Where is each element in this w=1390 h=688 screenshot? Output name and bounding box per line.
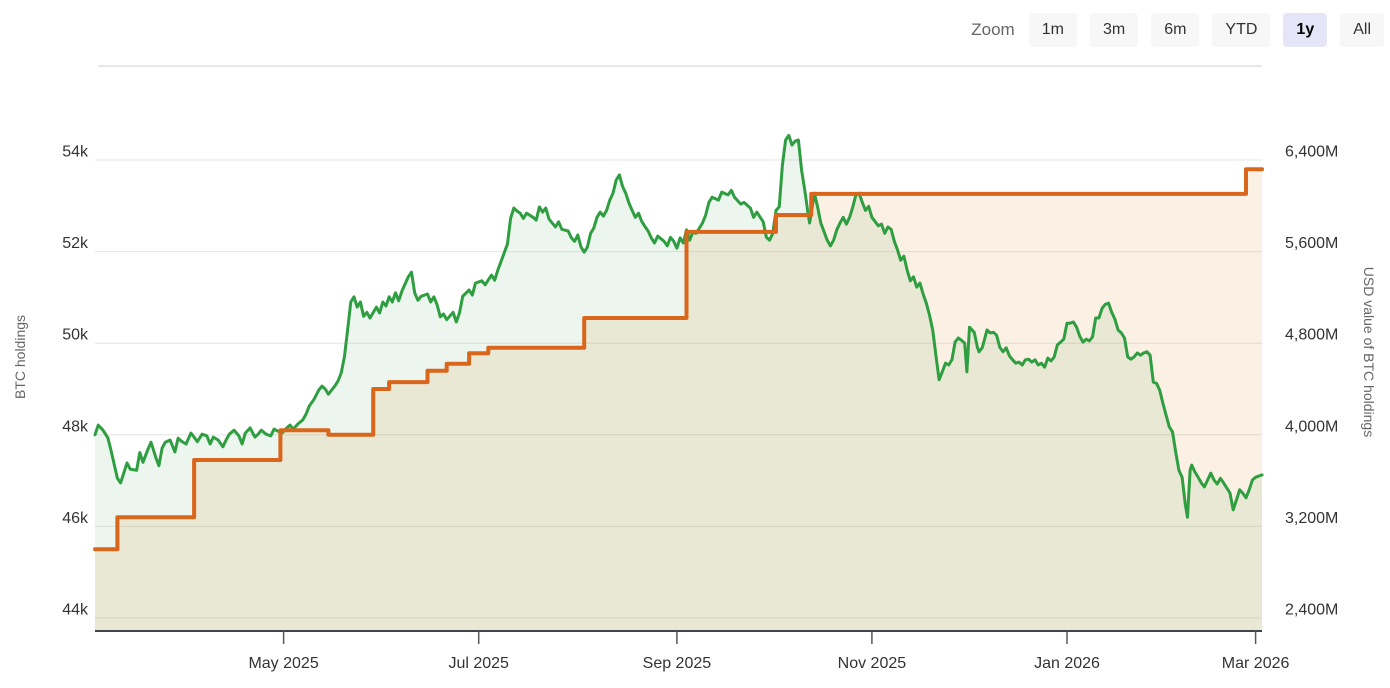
- y-axis-label-left: 48k: [62, 418, 89, 435]
- zoom-button-1m[interactable]: 1m: [1028, 13, 1077, 47]
- usd-value-area: [95, 135, 1262, 631]
- x-axis-label: Mar 2026: [1222, 655, 1290, 672]
- x-axis-label: Sep 2025: [643, 655, 712, 672]
- x-axis-label: Nov 2025: [838, 655, 907, 672]
- y-axis-label-right: 6,400M: [1285, 144, 1338, 161]
- btc-holdings-area: [95, 169, 1262, 631]
- y-axis-label-left: 54k: [62, 144, 89, 161]
- y-axis-label-left: 44k: [62, 602, 89, 619]
- y-axis-label-left: 46k: [62, 510, 89, 527]
- left-axis-title: BTC holdings: [12, 315, 28, 399]
- y-axis-label-right: 3,200M: [1285, 510, 1338, 527]
- range-selector: Zoom 1m 3m 6m YTD 1y All: [971, 13, 1384, 47]
- zoom-button-6m[interactable]: 6m: [1151, 13, 1200, 47]
- y-axis-label-right: 4,800M: [1285, 327, 1338, 344]
- zoom-button-1y[interactable]: 1y: [1283, 13, 1328, 47]
- zoom-button-3m[interactable]: 3m: [1089, 13, 1139, 47]
- right-axis-title: USD value of BTC holdings: [1361, 267, 1377, 437]
- zoom-button-ytd[interactable]: YTD: [1212, 13, 1271, 47]
- x-axis-label: May 2025: [248, 655, 318, 672]
- x-axis-label: Jul 2025: [448, 655, 509, 672]
- y-axis-label-right: 4,000M: [1285, 418, 1338, 435]
- y-axis-label-left: 52k: [62, 235, 89, 252]
- y-axis-label-left: 50k: [62, 327, 89, 344]
- zoom-button-all[interactable]: All: [1340, 13, 1384, 47]
- x-axis-label: Jan 2026: [1034, 655, 1100, 672]
- zoom-label: Zoom: [971, 20, 1015, 39]
- btc-holdings-step-series: [93, 167, 1264, 552]
- usd-value-line-series: [93, 133, 1264, 519]
- y-axis-label-right: 2,400M: [1285, 602, 1338, 619]
- y-axis-label-right: 5,600M: [1285, 235, 1338, 252]
